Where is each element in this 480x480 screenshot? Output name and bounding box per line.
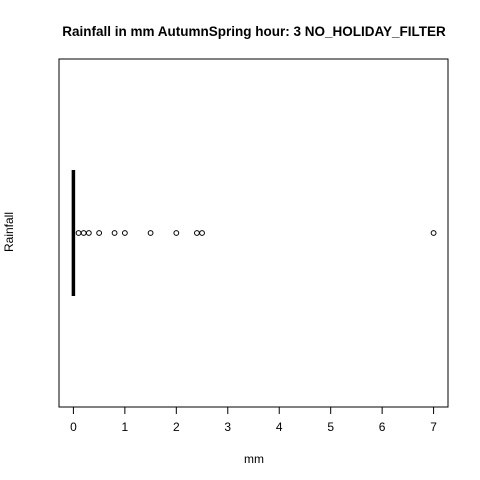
x-tick-label-4: 4 — [276, 420, 283, 434]
outlier-point-6 — [147, 230, 154, 236]
outliers — [75, 230, 437, 236]
outlier-point-7 — [173, 230, 180, 236]
outlier-point-3 — [96, 230, 103, 236]
x-tick-label-0: 0 — [70, 420, 77, 434]
x-tick-label-6: 6 — [379, 420, 386, 434]
x-tick-label-7: 7 — [430, 420, 437, 434]
outlier-point-1 — [80, 230, 87, 236]
outlier-point-0 — [75, 230, 82, 236]
outlier-point-2 — [85, 230, 92, 236]
outlier-point-4 — [111, 230, 118, 236]
x-tick-label-3: 3 — [224, 420, 231, 434]
chart-title: Rainfall in mm AutumnSpring hour: 3 NO_H… — [62, 24, 446, 39]
x-axis-label: mm — [244, 452, 264, 466]
outlier-point-8 — [193, 230, 200, 236]
x-tick-label-1: 1 — [122, 420, 129, 434]
outlier-point-10 — [430, 230, 437, 236]
outlier-point-9 — [199, 230, 205, 236]
x-axis: 0 1 2 3 4 5 6 7 — [70, 406, 437, 434]
y-axis-label: Rainfall — [2, 212, 16, 252]
x-tick-label-2: 2 — [173, 420, 180, 434]
outlier-point-5 — [121, 230, 128, 236]
x-tick-label-5: 5 — [327, 420, 334, 434]
